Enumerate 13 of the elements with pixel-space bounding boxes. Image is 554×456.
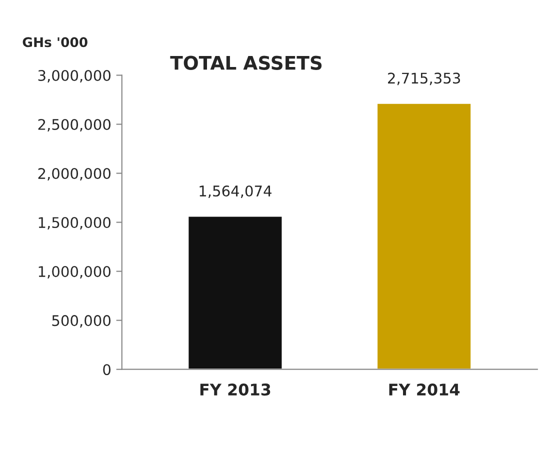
data-label: 2,715,353 (388, 72, 460, 86)
y-tick-label: 3,000,000 (38, 70, 110, 82)
x-tick-label: FY 2013 (200, 384, 270, 396)
y-tick-label: 2,500,000 (38, 118, 110, 132)
y-tick-label: 1,500,000 (38, 217, 110, 230)
data-label: 1,564,074 (200, 185, 272, 198)
y-tick-label: 500,000 (52, 315, 110, 328)
y-tick-label: 0 (103, 364, 110, 376)
chart-title: TOTAL ASSETS (170, 56, 322, 70)
x-tick-label: FY 2014 (389, 384, 460, 396)
y-tick-label: 1,000,000 (38, 266, 110, 279)
y-tick-label: 2,000,000 (38, 168, 110, 181)
y-axis-title: GHs '000 (22, 37, 88, 48)
